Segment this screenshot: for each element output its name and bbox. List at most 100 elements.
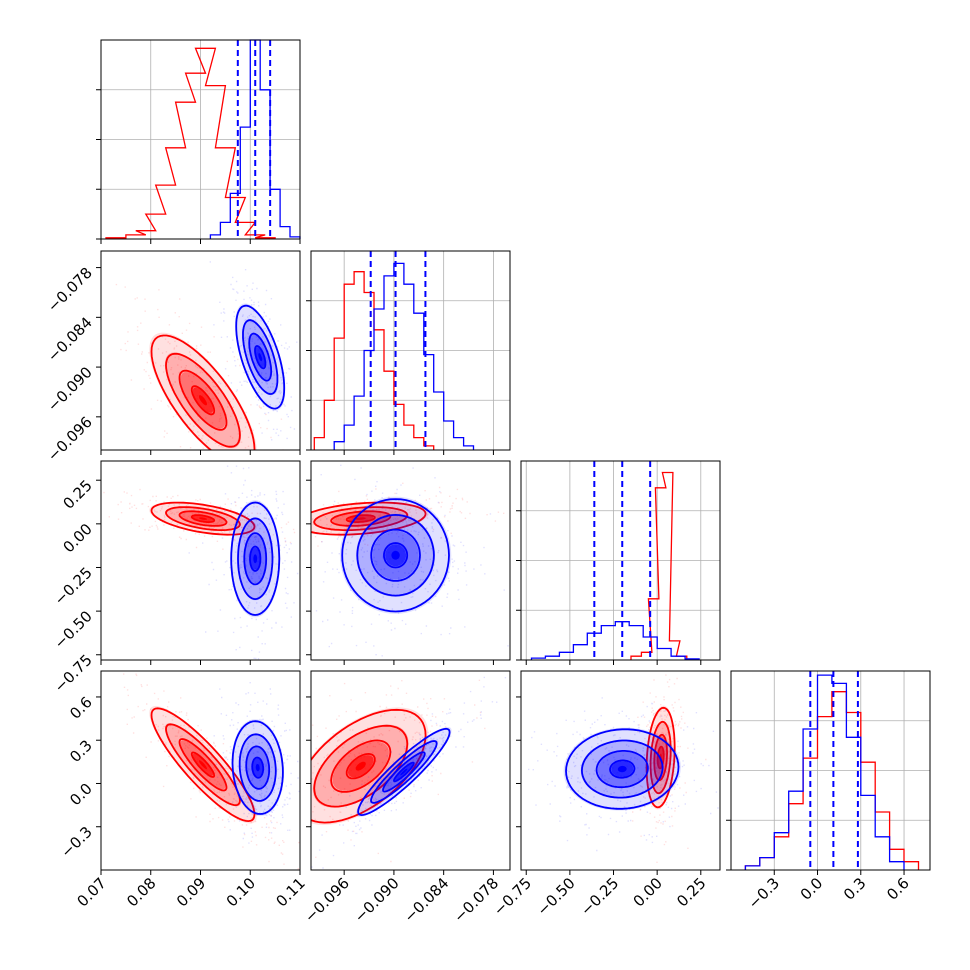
density-fill-series-b bbox=[391, 550, 400, 560]
y-tick-label: −0.50 bbox=[51, 607, 96, 652]
x-tick-label: 0.3 bbox=[840, 874, 870, 904]
x-tick-label: −0.084 bbox=[401, 874, 453, 926]
x-tick-label: −0.090 bbox=[351, 874, 403, 926]
density-fill-series-a bbox=[199, 517, 207, 520]
histogram-panel-1 bbox=[306, 250, 511, 451]
contour-series-b bbox=[248, 332, 273, 382]
contour-series-b bbox=[565, 728, 680, 810]
scatter-points-series-a bbox=[312, 482, 505, 547]
joint-panel-3-1 bbox=[310, 670, 511, 871]
density-fill-series-a bbox=[199, 760, 207, 770]
contour-series-b bbox=[370, 528, 421, 582]
contour-series-b bbox=[392, 761, 415, 783]
x-tick-label: −0.50 bbox=[533, 874, 578, 919]
panel-frame bbox=[310, 460, 511, 661]
histogram-series-b bbox=[744, 674, 905, 870]
contour-series-b bbox=[238, 733, 277, 802]
density-fill-series-b bbox=[258, 353, 263, 362]
contour-series-a bbox=[178, 738, 228, 792]
contour-series-b bbox=[254, 345, 267, 370]
contour-series-b bbox=[383, 542, 409, 569]
density-fill-series-b bbox=[400, 768, 408, 776]
contour-series-a bbox=[190, 385, 216, 416]
contour-series-b bbox=[249, 545, 262, 572]
contour-series-b bbox=[382, 751, 426, 793]
contour-series-a bbox=[311, 708, 427, 824]
y-tick-label: −0.078 bbox=[44, 264, 96, 316]
histogram-panel-2 bbox=[516, 460, 721, 661]
contour-series-a bbox=[645, 706, 676, 809]
joint-content bbox=[123, 673, 300, 870]
contour-series-a bbox=[313, 506, 409, 531]
y-tick-label: −0.090 bbox=[44, 363, 96, 415]
x-tick-label: −0.096 bbox=[301, 874, 353, 926]
grid-lines bbox=[521, 461, 720, 660]
contour-series-a bbox=[165, 352, 241, 448]
contour-series-b bbox=[595, 750, 649, 789]
x-tick-label: 0.08 bbox=[123, 874, 159, 910]
histogram-panel-3 bbox=[726, 670, 931, 871]
x-tick-label: 0.11 bbox=[272, 874, 308, 910]
y-tick-label: −0.084 bbox=[44, 313, 96, 365]
contour-series-b bbox=[370, 740, 438, 804]
contour-series-b bbox=[231, 720, 284, 815]
contour-series-b bbox=[243, 532, 268, 586]
contour-series-b bbox=[235, 304, 286, 410]
density-fill-series-a bbox=[355, 761, 366, 771]
contour-series-a bbox=[150, 707, 256, 823]
joint-content bbox=[115, 261, 298, 450]
x-tick-label: −0.3 bbox=[745, 874, 783, 912]
contour-series-b bbox=[230, 501, 281, 616]
x-tick-label: −0.25 bbox=[577, 874, 622, 919]
x-tick-label: 0.25 bbox=[673, 874, 709, 910]
joint-panel-3-2 bbox=[520, 670, 721, 871]
joint-content bbox=[528, 674, 719, 863]
histogram-series-a bbox=[744, 691, 920, 870]
grid-lines bbox=[311, 251, 510, 450]
contour-series-b bbox=[609, 759, 636, 779]
x-tick-label: 0.0 bbox=[797, 874, 827, 904]
contour-series-a bbox=[150, 501, 256, 536]
histogram-series-b bbox=[333, 262, 475, 450]
scatter-points-series-a bbox=[103, 488, 296, 550]
joint-content bbox=[311, 464, 509, 657]
x-tick-label: 0.07 bbox=[73, 874, 109, 910]
contour-series-a bbox=[330, 510, 392, 527]
histogram-series-b bbox=[530, 621, 700, 660]
contour-series-a bbox=[190, 514, 216, 523]
contour-series-b bbox=[242, 319, 279, 395]
density-fill-series-b bbox=[617, 765, 627, 773]
scatter-points-series-b bbox=[213, 682, 300, 844]
y-tick-label: 0.3 bbox=[66, 736, 96, 766]
x-tick-label: 0.09 bbox=[173, 874, 209, 910]
contour-series-a bbox=[190, 751, 216, 778]
contour-series-a bbox=[150, 334, 256, 450]
histogram-series-a bbox=[105, 47, 276, 239]
contour-series-a bbox=[345, 752, 376, 780]
contour-series-a bbox=[330, 739, 392, 793]
y-tick-label: 0.0 bbox=[66, 780, 96, 810]
grid-lines bbox=[731, 671, 930, 870]
contour-series-b bbox=[251, 756, 265, 779]
histogram-series-a bbox=[630, 471, 688, 660]
y-tick-label: −0.3 bbox=[57, 823, 95, 861]
x-tick-label: 0.00 bbox=[630, 874, 666, 910]
contour-series-a bbox=[165, 506, 241, 531]
density-fill-series-a bbox=[199, 395, 207, 406]
histogram-series-a bbox=[313, 271, 435, 450]
contour-series-b bbox=[237, 517, 274, 601]
contour-series-b bbox=[341, 498, 450, 613]
y-tick-label: −0.75 bbox=[51, 651, 96, 696]
contour-series-a bbox=[313, 724, 409, 808]
contour-series-a bbox=[165, 723, 241, 807]
joint-panel-3-0 bbox=[100, 670, 301, 871]
joint-panel-2-0 bbox=[100, 460, 301, 661]
density-fill-series-b bbox=[253, 554, 258, 564]
joint-panel-1-0 bbox=[100, 250, 301, 451]
scatter-points-series-b bbox=[311, 676, 507, 869]
contour-series-a bbox=[345, 514, 376, 523]
density-fill-series-b bbox=[255, 764, 260, 772]
histogram-panel-0 bbox=[96, 39, 301, 240]
x-tick-label: −0.078 bbox=[450, 874, 502, 926]
